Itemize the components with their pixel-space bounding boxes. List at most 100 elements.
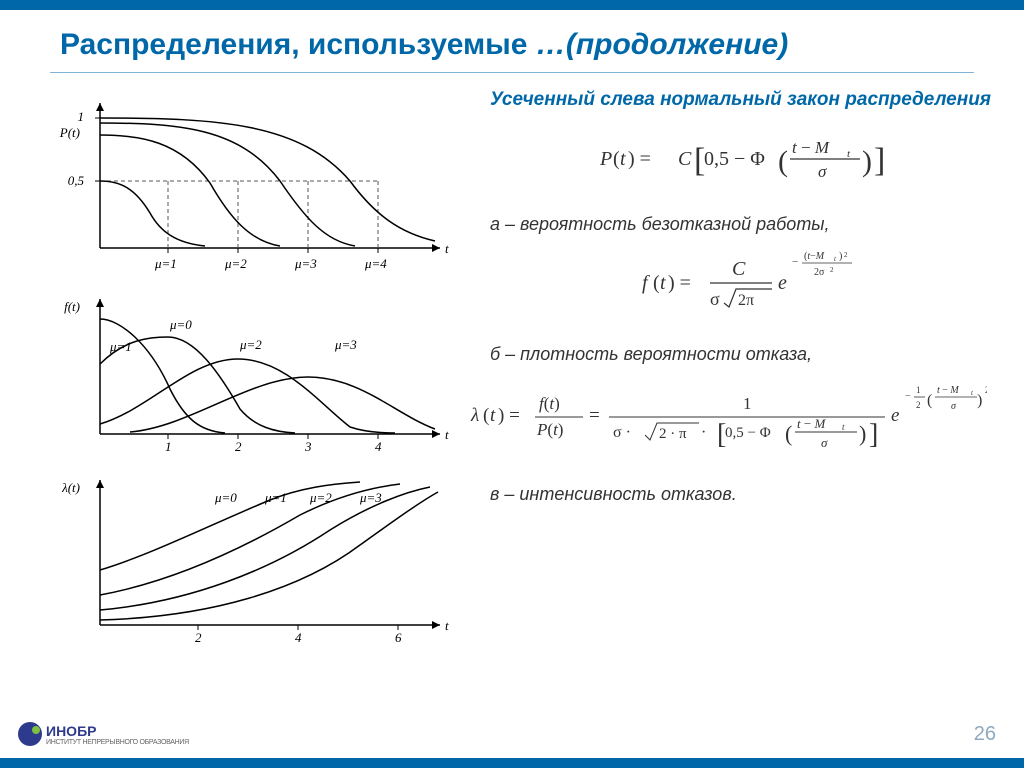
chart-b-x4: 4 bbox=[375, 439, 382, 454]
svg-text:1: 1 bbox=[916, 385, 921, 395]
svg-text:σ: σ bbox=[821, 435, 828, 450]
svg-text:t: t bbox=[842, 422, 845, 432]
chart-b-x2: 2 bbox=[235, 439, 242, 454]
svg-text:t: t bbox=[490, 405, 496, 426]
title-main: Распределения, используемые bbox=[60, 28, 536, 61]
chart-c-x6: 6 bbox=[395, 630, 402, 645]
svg-text:t − M: t − M bbox=[937, 385, 959, 396]
svg-text:t: t bbox=[971, 389, 974, 397]
chart-a-mu1: μ=1 bbox=[154, 256, 177, 271]
chart-c: λ(t) t 2 4 6 μ=0 μ=1 μ=2 bbox=[40, 470, 480, 655]
chart-b-x1: 1 bbox=[165, 439, 172, 454]
svg-text:): ) bbox=[977, 392, 982, 409]
svg-text:): ) bbox=[859, 421, 866, 446]
svg-text:t: t bbox=[834, 255, 837, 263]
svg-text:σ: σ bbox=[818, 162, 827, 181]
page-number: 26 bbox=[974, 723, 996, 746]
svg-text:2: 2 bbox=[985, 385, 987, 395]
logo-text: ИНОБР bbox=[46, 723, 189, 739]
chart-b-l2: μ=2 bbox=[239, 337, 262, 352]
desc-a: а – вероятность безотказной работы, bbox=[490, 214, 994, 235]
svg-text:C: C bbox=[678, 148, 692, 170]
formula-lambda: λ ( t ) = f(t) P(t) = 1 σ · 2 · π · [ bbox=[460, 377, 994, 462]
svg-text:]: ] bbox=[869, 419, 878, 450]
svg-text:f(t): f(t) bbox=[539, 394, 560, 413]
chart-c-l2: μ=2 bbox=[309, 490, 332, 505]
chart-b-l1: μ=1 bbox=[109, 339, 132, 354]
svg-text:): ) bbox=[862, 145, 872, 178]
svg-text:2σ: 2σ bbox=[814, 267, 825, 278]
svg-text:e: e bbox=[891, 405, 899, 426]
svg-text:σ: σ bbox=[951, 401, 957, 412]
text-column: Усеченный слева нормальный закон распред… bbox=[480, 83, 994, 661]
svg-text:(: ( bbox=[653, 272, 660, 294]
desc-b: б – плотность вероятности отказа, bbox=[490, 344, 994, 365]
chart-a-ytick-1: 1 bbox=[78, 109, 85, 124]
svg-text:·: · bbox=[701, 424, 706, 441]
chart-b-xlabel: t bbox=[445, 427, 449, 442]
svg-text:2: 2 bbox=[844, 251, 848, 259]
logo-subtitle: ИНСТИТУТ НЕПРЕРЫВНОГО ОБРАЗОВАНИЯ bbox=[46, 739, 189, 746]
chart-a-ytick-05: 0,5 bbox=[68, 173, 85, 188]
svg-text:2: 2 bbox=[916, 400, 921, 410]
svg-text:(: ( bbox=[785, 421, 792, 446]
svg-text:C: C bbox=[732, 258, 746, 280]
title-underline bbox=[50, 72, 974, 73]
chart-b-l0: μ=0 bbox=[169, 317, 192, 332]
charts-column: 1 P(t) 0,5 t μ=1 μ=2 μ=3 μ=4 bbox=[40, 83, 480, 661]
svg-text:(: ( bbox=[613, 148, 620, 170]
svg-text:2π: 2π bbox=[738, 292, 754, 309]
svg-text:t: t bbox=[620, 148, 626, 170]
svg-text:σ: σ bbox=[710, 289, 720, 309]
svg-text:(: ( bbox=[483, 405, 489, 426]
svg-text:(t−M: (t−M bbox=[804, 251, 825, 262]
chart-c-xlabel: t bbox=[445, 618, 449, 633]
formula-P: P ( t ) = C [ 0,5 − Φ ( t − M t σ ) ] bbox=[490, 131, 994, 192]
svg-text:P(t): P(t) bbox=[536, 420, 563, 439]
chart-a: 1 P(t) 0,5 t μ=1 μ=2 μ=3 μ=4 bbox=[40, 93, 480, 283]
svg-text:f: f bbox=[642, 272, 650, 294]
svg-text:t − M: t − M bbox=[797, 416, 826, 431]
desc-c: в – интенсивность отказов. bbox=[490, 484, 994, 505]
logo-icon bbox=[18, 722, 42, 746]
title-continuation: …(продолжение) bbox=[536, 28, 788, 61]
slide-title: Распределения, используемые …(продолжени… bbox=[0, 10, 1024, 72]
svg-text:0,5 − Φ: 0,5 − Φ bbox=[725, 425, 771, 441]
chart-c-ylabel: λ(t) bbox=[61, 480, 80, 495]
chart-c-x4: 4 bbox=[295, 630, 302, 645]
svg-text:e: e bbox=[778, 272, 787, 294]
chart-a-mu3: μ=3 bbox=[294, 256, 317, 271]
chart-c-l0: μ=0 bbox=[214, 490, 237, 505]
chart-a-ylabel: P(t) bbox=[59, 125, 80, 140]
svg-text:−: − bbox=[905, 391, 911, 402]
svg-text:) =: ) = bbox=[668, 272, 691, 294]
svg-text:2 · π: 2 · π bbox=[659, 426, 687, 442]
svg-text:P: P bbox=[599, 148, 612, 170]
svg-text:(: ( bbox=[927, 392, 932, 409]
chart-b-l3: μ=3 bbox=[334, 337, 357, 352]
formula-f: f ( t ) = C σ 2π e − (t−M t ) bbox=[490, 247, 994, 322]
section-subtitle: Усеченный слева нормальный закон распред… bbox=[490, 88, 994, 113]
svg-text:) =: ) = bbox=[498, 405, 520, 426]
chart-c-l3: μ=3 bbox=[359, 490, 382, 505]
svg-text:=: = bbox=[589, 405, 600, 426]
svg-text:t: t bbox=[847, 148, 851, 160]
svg-text:2: 2 bbox=[830, 266, 834, 274]
svg-text:): ) bbox=[839, 251, 842, 262]
chart-b-x3: 3 bbox=[304, 439, 312, 454]
chart-b: f(t) t 1 2 3 4 μ=0 μ bbox=[40, 289, 480, 464]
svg-text:−: − bbox=[792, 256, 798, 268]
svg-text:]: ] bbox=[874, 142, 885, 179]
svg-text:) =: ) = bbox=[628, 148, 651, 170]
chart-a-xlabel: t bbox=[445, 241, 449, 256]
svg-text:t − M: t − M bbox=[792, 138, 830, 157]
svg-text:1: 1 bbox=[743, 394, 752, 413]
svg-text:(: ( bbox=[778, 145, 788, 178]
chart-c-l1: μ=1 bbox=[264, 490, 287, 505]
svg-text:t: t bbox=[660, 272, 666, 294]
svg-text:σ ·: σ · bbox=[613, 424, 631, 441]
chart-c-x2: 2 bbox=[195, 630, 202, 645]
chart-b-ylabel: f(t) bbox=[64, 299, 80, 314]
svg-text:0,5 − Φ: 0,5 − Φ bbox=[704, 148, 765, 170]
footer-logo: ИНОБР ИНСТИТУТ НЕПРЕРЫВНОГО ОБРАЗОВАНИЯ bbox=[18, 722, 189, 746]
